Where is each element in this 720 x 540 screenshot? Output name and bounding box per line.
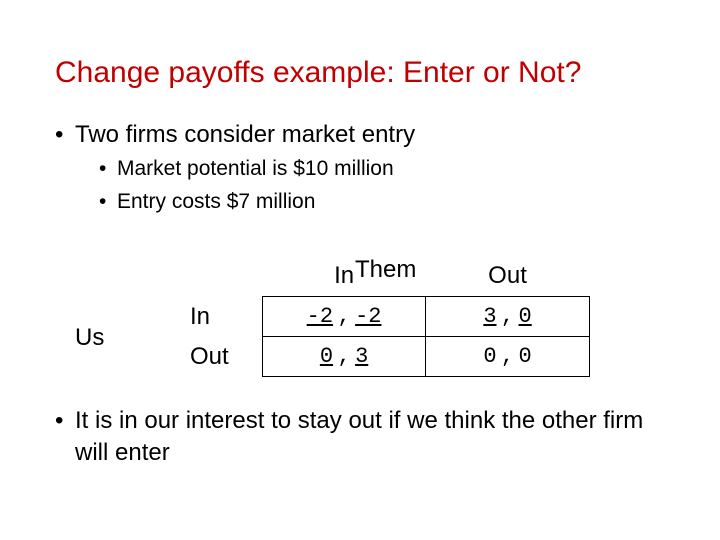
conclusion-list: It is in our interest to stay out if we … [55, 405, 665, 470]
slide: Change payoffs example: Enter or Not? Tw… [0, 0, 720, 540]
bullet-sub2: Entry costs $7 million [99, 188, 665, 216]
cell-0-1: 3,0 [426, 297, 590, 337]
row-header-out: Out [190, 337, 263, 377]
slide-title: Change payoffs example: Enter or Not? [55, 55, 665, 91]
bullet-sub1: Market potential is $10 million [99, 155, 665, 183]
payoff-matrix: Them Us In Out In -2,-2 3,0 Out 0,3 0,0 [55, 256, 665, 377]
row-header-in: In [190, 297, 263, 337]
bullet-main-text: Two firms consider market entry [75, 121, 415, 148]
bullet-conclusion: It is in our interest to stay out if we … [55, 405, 665, 470]
col-header-out: Out [426, 256, 590, 297]
bullet-list: Two firms consider market entry Market p… [55, 119, 665, 216]
cell-1-1: 0,0 [426, 337, 590, 377]
cell-1-0: 0,3 [263, 337, 426, 377]
payoff-matrix-inner: Them Us In Out In -2,-2 3,0 Out 0,3 0,0 [130, 256, 590, 377]
row-player-label: Us [75, 324, 104, 352]
col-player-label: Them [355, 256, 416, 284]
cell-0-0: -2,-2 [263, 297, 426, 337]
bullet-main: Two firms consider market entry Market p… [55, 119, 665, 216]
sub-bullet-list: Market potential is $10 million Entry co… [75, 155, 665, 216]
